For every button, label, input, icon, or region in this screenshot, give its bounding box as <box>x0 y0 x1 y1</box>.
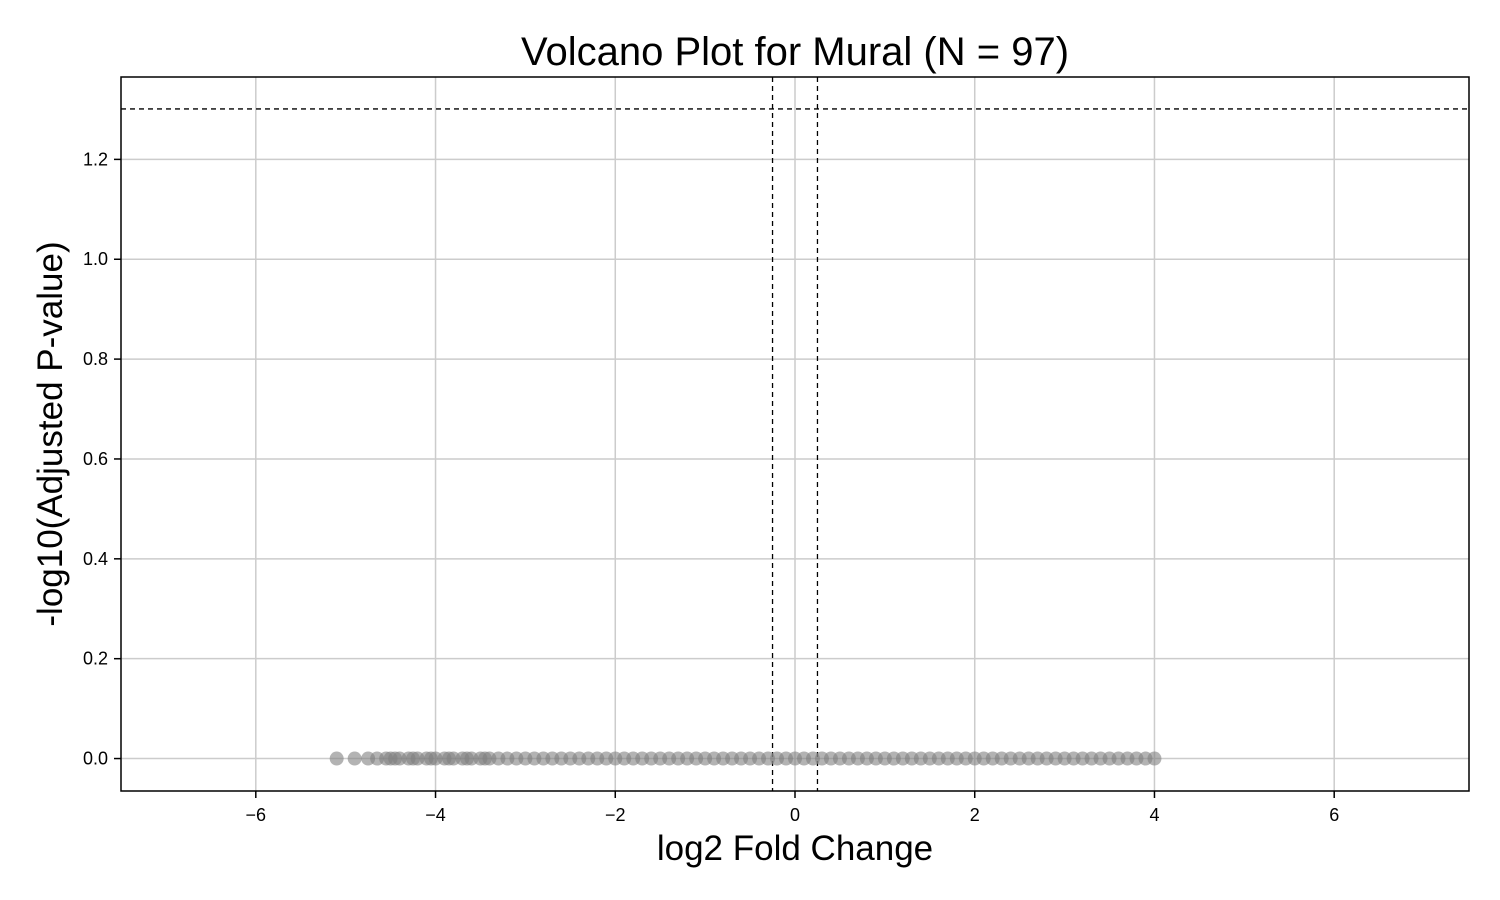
y-axis-label: -log10(Adjusted P-value) <box>31 241 70 626</box>
y-tick-label: 0.8 <box>83 349 108 369</box>
grid-lines <box>121 77 1469 791</box>
x-tick-label: 4 <box>1149 805 1159 825</box>
y-tick-label: 0.6 <box>83 449 108 469</box>
x-axis-label: log2 Fold Change <box>657 829 933 868</box>
threshold-lines <box>121 77 1469 791</box>
chart-title: Volcano Plot for Mural (N = 97) <box>521 30 1069 74</box>
x-axis-ticks: −6 −4 −2 0 2 4 6 <box>246 791 1339 825</box>
x-tick-label: 6 <box>1329 805 1339 825</box>
data-point <box>347 751 362 766</box>
y-tick-label: 0.4 <box>83 549 108 569</box>
data-point <box>1147 751 1162 766</box>
data-point <box>329 751 344 766</box>
y-tick-label: 1.2 <box>83 149 108 169</box>
x-tick-label: 2 <box>970 805 980 825</box>
x-tick-label: −6 <box>246 805 267 825</box>
x-tick-label: 0 <box>790 805 800 825</box>
x-tick-label: −2 <box>605 805 626 825</box>
x-tick-label: −4 <box>425 805 446 825</box>
y-tick-label: 0.2 <box>83 649 108 669</box>
y-tick-label: 1.0 <box>83 249 108 269</box>
data-points <box>329 751 1162 766</box>
y-tick-label: 0.0 <box>83 749 108 769</box>
y-axis-ticks: 0.0 0.2 0.4 0.6 0.8 1.0 1.2 <box>83 149 121 769</box>
